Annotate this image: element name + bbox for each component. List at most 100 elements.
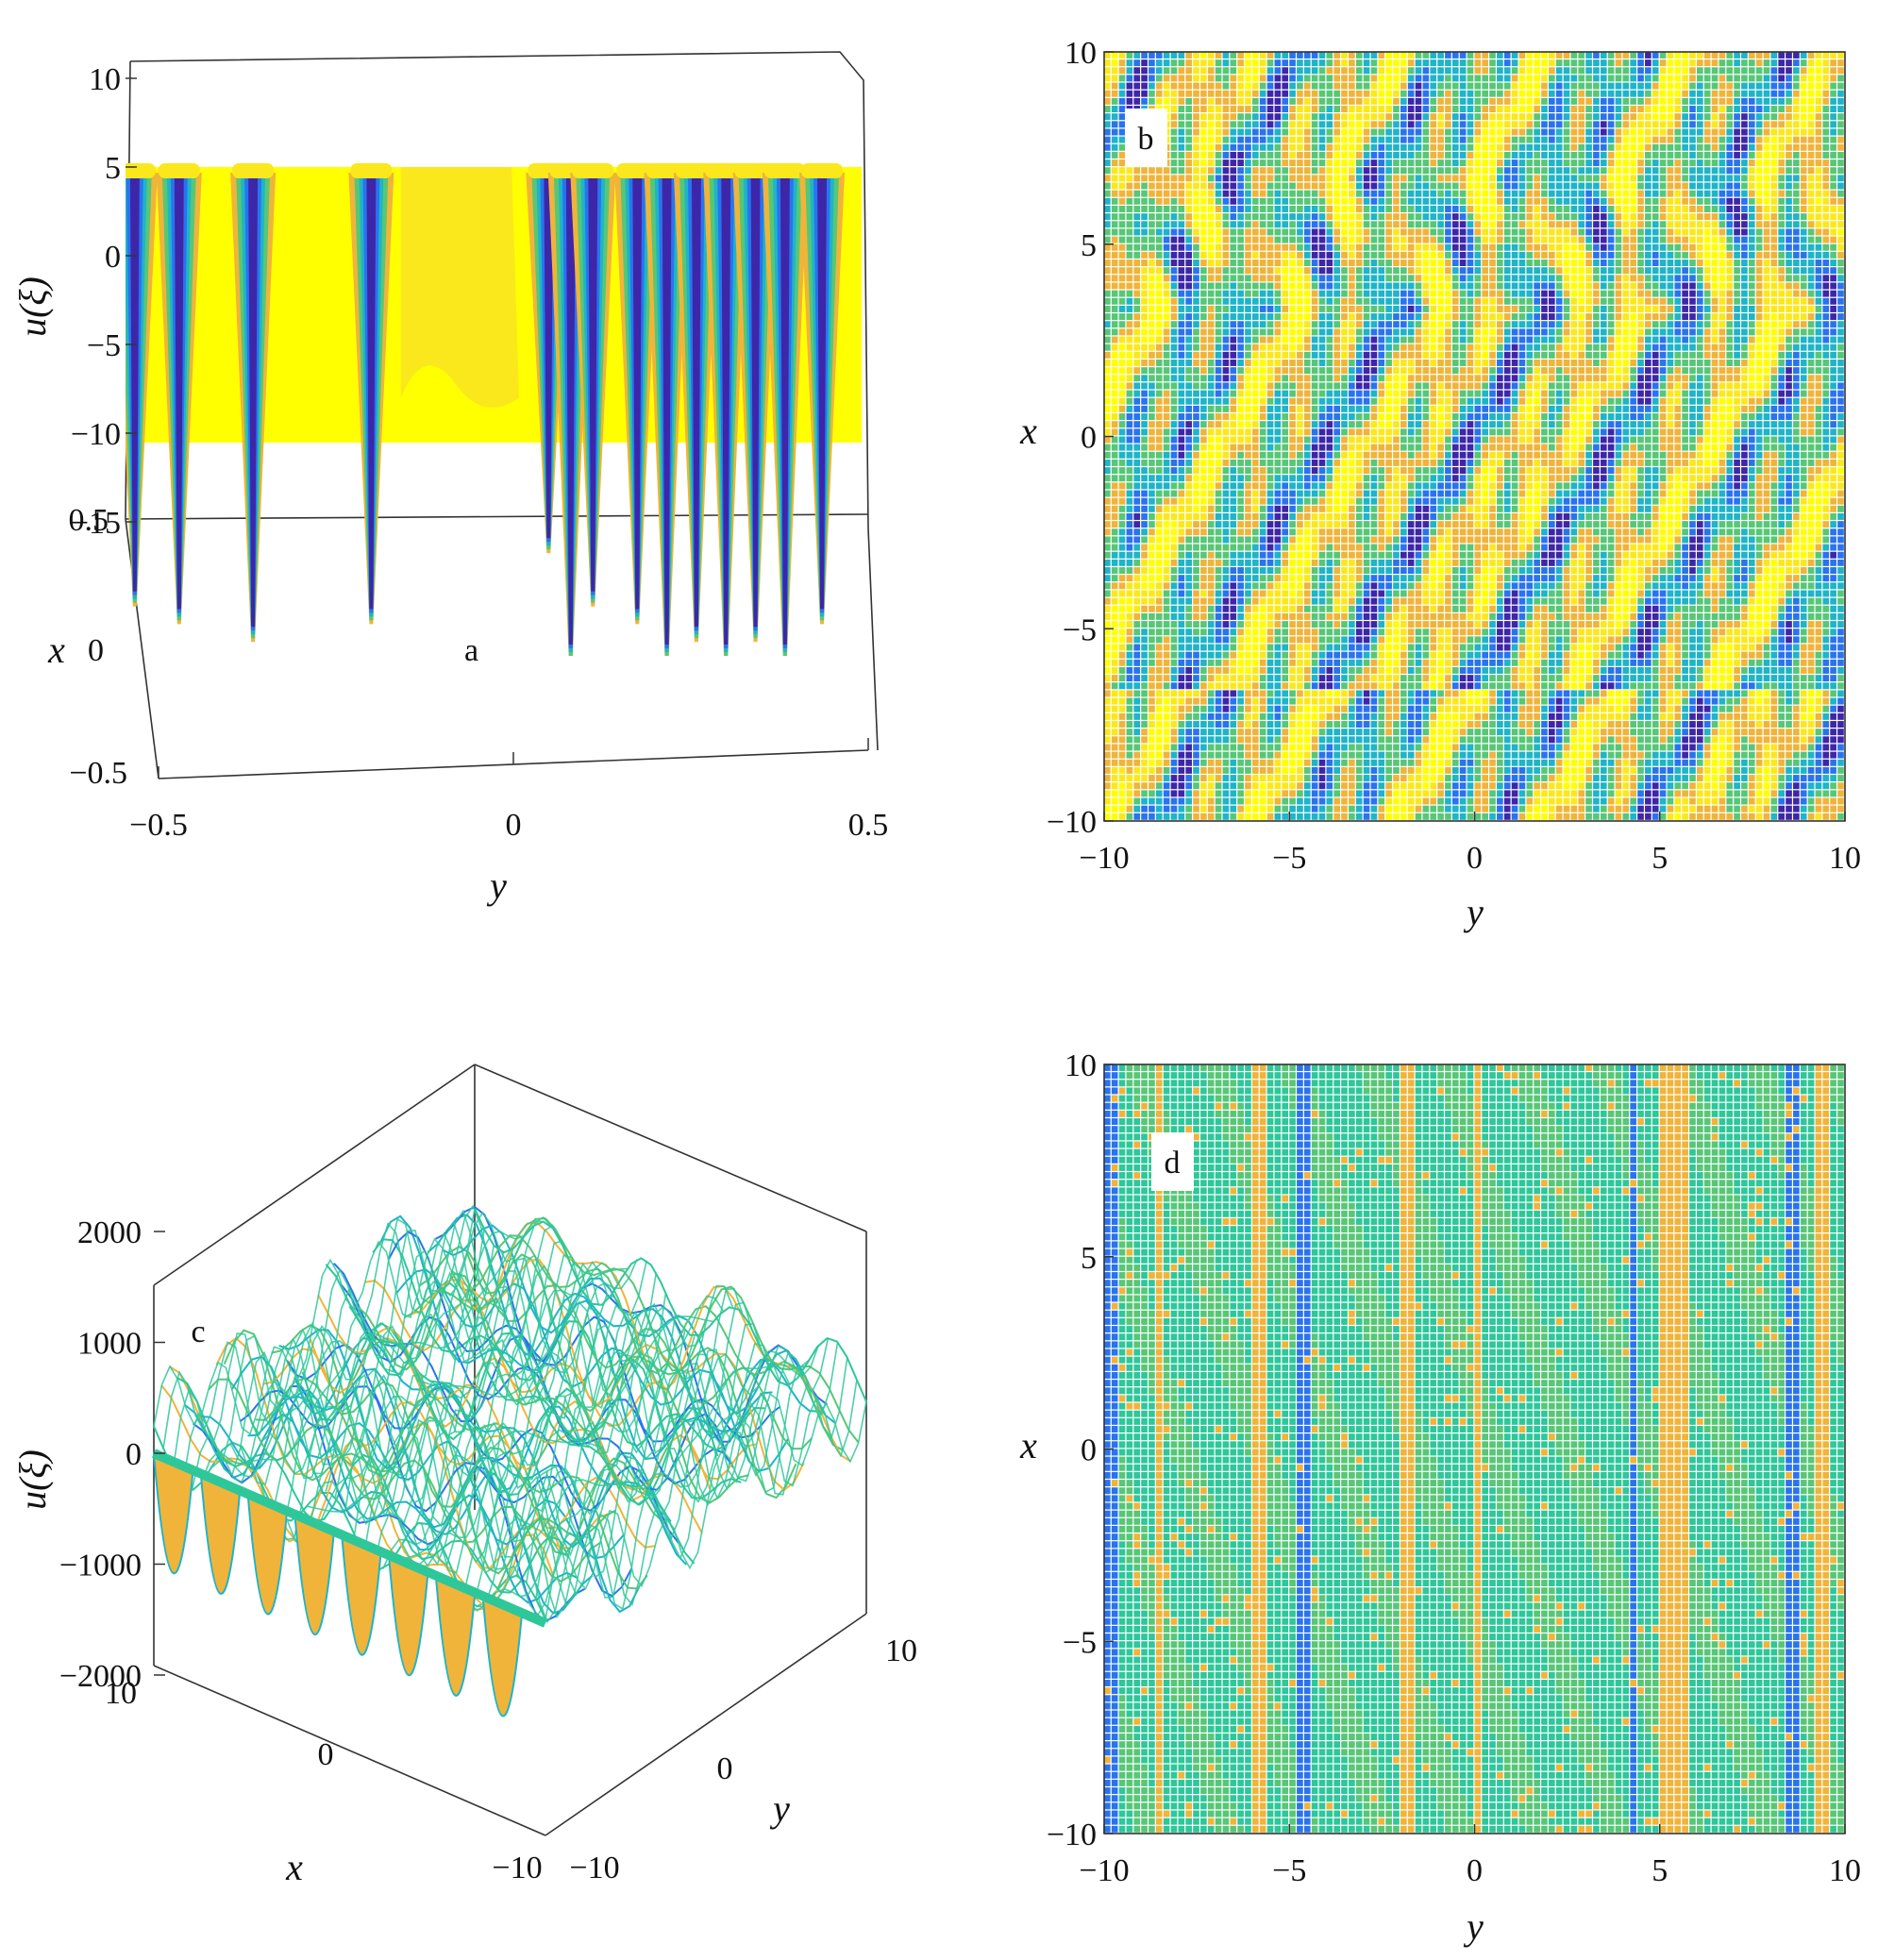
panel-b-cell	[1400, 382, 1407, 390]
panel-b-cell	[1200, 305, 1207, 312]
panel-b-cell	[1230, 513, 1237, 520]
panel-b-cell	[1355, 628, 1363, 636]
panel-b-cell	[1451, 513, 1459, 520]
panel-b-cell	[1207, 667, 1215, 674]
panel-b-cell	[1193, 159, 1199, 167]
panel-b-cell	[1311, 397, 1318, 405]
panel-b-cell	[1252, 367, 1259, 375]
panel-b-cell	[1230, 628, 1237, 636]
panel-b-cell	[1252, 113, 1259, 121]
panel-b-cell	[1185, 243, 1192, 251]
panel-b-cell	[1318, 321, 1326, 328]
panel-b-cell	[1155, 628, 1163, 636]
panel-b-cell	[1437, 451, 1444, 459]
panel-b-cell	[1297, 497, 1303, 505]
panel-b-cell	[1370, 582, 1378, 590]
panel-b-cell	[1245, 590, 1251, 597]
panel-b-cell	[1178, 667, 1185, 674]
panel-b-cell	[1318, 536, 1326, 544]
panel-b-cell	[1222, 612, 1230, 620]
panel-b-cell	[1400, 175, 1407, 182]
panel-b-cell	[1430, 467, 1437, 475]
panel-b-cell	[1289, 113, 1296, 121]
panel-b-cell	[1215, 682, 1222, 690]
panel-b-cell	[1237, 729, 1244, 736]
panel-b-cell	[1333, 190, 1340, 197]
panel-b-cell	[1230, 582, 1237, 590]
panel-b-cell	[1104, 167, 1111, 175]
panel-b-cell	[1170, 213, 1178, 221]
panel-b-cell	[1437, 736, 1444, 744]
panel-b-cell	[1149, 360, 1155, 366]
panel-b-cell	[1230, 644, 1237, 651]
panel-b-cell	[1141, 360, 1148, 366]
panel-b-cell	[1266, 428, 1274, 436]
panel-b-cell	[1252, 275, 1259, 282]
panel-b-cell	[1126, 775, 1133, 782]
panel-b-cell	[1155, 790, 1163, 797]
panel-b-cell	[1207, 336, 1215, 343]
panel-b-cell	[1311, 136, 1318, 143]
panel-b-cell	[1237, 267, 1244, 275]
panel-b-cell	[1311, 275, 1318, 282]
panel-b-cell	[1163, 482, 1170, 490]
panel-b-cell	[1445, 221, 1451, 228]
panel-b-cell	[1378, 621, 1385, 628]
panel-b-cell	[1349, 343, 1355, 351]
panel-b-cell	[1451, 282, 1459, 290]
panel-b-cell	[1230, 436, 1237, 444]
panel-b-cell	[1326, 143, 1333, 151]
panel-b-cell	[1437, 59, 1444, 67]
panel-b-cell	[1222, 721, 1230, 728]
panel-b-cell	[1207, 636, 1215, 644]
panel-b-cell	[1400, 744, 1407, 751]
panel-b-cell	[1104, 451, 1111, 459]
panel-b-cell	[1215, 282, 1222, 290]
panel-b-cell	[1311, 551, 1318, 559]
panel-b-cell	[1149, 636, 1155, 644]
panel-b-cell	[1149, 251, 1155, 259]
panel-b-cell	[1370, 151, 1378, 159]
panel-b-cell	[1245, 390, 1251, 397]
panel-b-cell	[1393, 797, 1400, 805]
panel-b-cell	[1303, 167, 1311, 175]
panel-b-cell	[1378, 513, 1385, 520]
panel-b-cell	[1111, 528, 1118, 536]
panel-b-cell	[1282, 321, 1289, 328]
panel-b-cell	[1445, 75, 1451, 82]
panel-b-cell	[1155, 497, 1163, 505]
panel-b-cell	[1149, 528, 1155, 536]
panel-b-cell	[1400, 367, 1407, 375]
panel-b-cell	[1326, 805, 1333, 812]
panel-b-cell	[1178, 390, 1185, 397]
panel-b-cell	[1245, 52, 1251, 59]
panel-b-cell	[1193, 82, 1199, 90]
panel-b-cell	[1126, 644, 1133, 651]
panel-b-cell	[1259, 336, 1266, 343]
panel-b-cell	[1266, 513, 1274, 520]
panel-b-cell	[1430, 651, 1437, 659]
panel-b-cell	[1370, 482, 1378, 490]
panel-b-cell	[1437, 159, 1444, 167]
panel-b-cell	[1200, 690, 1207, 697]
panel-b-cell	[1385, 59, 1392, 67]
panel-b-cell	[1355, 275, 1363, 282]
panel-b-cell	[1385, 305, 1392, 312]
panel-b-cell	[1363, 729, 1370, 736]
panel-b-cell	[1355, 236, 1363, 243]
panel-b-cell	[1349, 559, 1355, 566]
panel-b-cell	[1266, 343, 1274, 351]
panel-b-cell	[1118, 590, 1126, 597]
panel-b-cell	[1230, 421, 1237, 428]
panel-b-cell	[1266, 644, 1274, 651]
panel-b-cell	[1430, 628, 1437, 636]
panel-b-cell	[1393, 712, 1400, 720]
panel-b-cell	[1266, 659, 1274, 666]
panel-b-cell	[1430, 459, 1437, 466]
panel-b-cell	[1363, 705, 1370, 712]
panel-b-cell	[1333, 175, 1340, 182]
panel-b-cell	[1445, 190, 1451, 197]
panel-b-cell	[1104, 328, 1111, 336]
panel-b-cell	[1385, 712, 1392, 720]
panel-b-cell	[1370, 175, 1378, 182]
